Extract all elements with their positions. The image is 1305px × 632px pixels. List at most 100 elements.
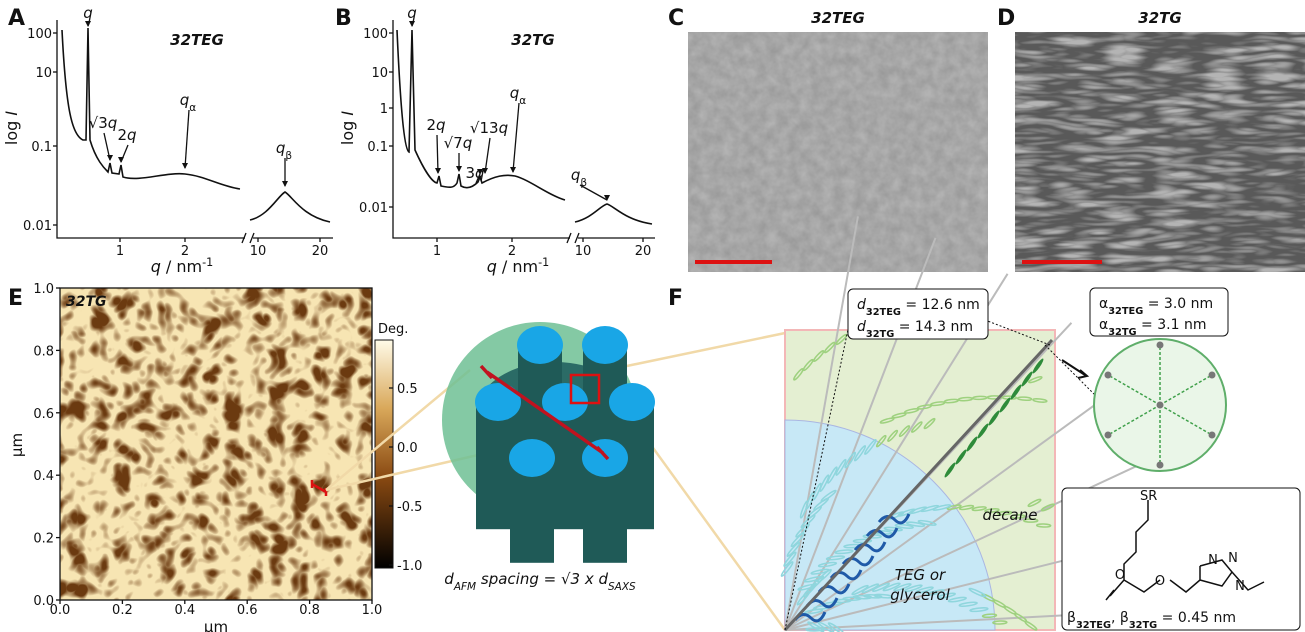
y-tick-label: 0.8 — [33, 344, 54, 359]
arrowhead — [604, 195, 610, 201]
x-tick-label: 1 — [116, 244, 124, 259]
text-fragment: 2 — [117, 126, 127, 144]
text-fragment: , β — [1111, 610, 1129, 626]
text-fragment: = 3.1 nm — [1137, 317, 1207, 333]
y-tick-label: 0.1 — [367, 140, 388, 155]
text-fragment: 32TG — [1108, 327, 1136, 338]
zoom-arrow — [1062, 360, 1087, 378]
y-tick-label: 0.1 — [31, 140, 52, 155]
text-fragment: d — [857, 319, 866, 335]
text-fragment: α — [189, 102, 196, 114]
cylinder-top — [509, 439, 555, 477]
lattice-node — [1105, 432, 1112, 439]
panel-letter: A — [8, 6, 25, 31]
text-fragment: β — [1067, 610, 1076, 626]
text-fragment: = 12.6 nm — [901, 297, 980, 313]
text-fragment: = 14.3 nm — [894, 319, 973, 335]
lattice-node — [1157, 402, 1164, 409]
peak-arrow — [485, 138, 490, 173]
panel-title: 32TEG — [170, 31, 224, 49]
text-fragment: α — [519, 95, 526, 107]
text-fragment: q — [571, 166, 581, 184]
peak-label: qβ — [276, 139, 292, 162]
region-label: glycerol — [890, 586, 950, 604]
y-tick-label: 0.01 — [359, 201, 388, 216]
cylinder-top — [609, 383, 655, 421]
lattice-node — [1105, 372, 1112, 379]
y-tick-label: 1 — [380, 102, 388, 117]
cylinder-top — [475, 383, 521, 421]
x-tick-label: 0.8 — [299, 603, 320, 618]
panel-letter: E — [8, 286, 23, 311]
structure-box — [1062, 488, 1300, 630]
arrowhead — [409, 21, 415, 27]
text-fragment: q — [276, 139, 286, 157]
colorbar-title: Deg. — [378, 322, 408, 337]
peak-label: qα — [180, 91, 197, 114]
text-fragment: q — [487, 257, 497, 276]
arrowhead — [118, 157, 124, 163]
text-fragment: √3 — [89, 114, 108, 132]
panel-title: 32TEG — [811, 9, 865, 27]
panel-letter: B — [335, 6, 352, 31]
text-fragment: d — [598, 570, 608, 588]
peak-label: q — [83, 4, 93, 22]
arrowhead — [456, 166, 462, 172]
scattering-curve — [62, 28, 240, 189]
afm-texture — [60, 288, 372, 600]
image-label: 32TG — [66, 294, 107, 310]
text-fragment: d — [857, 297, 866, 313]
atom-label: N — [1235, 579, 1245, 594]
text-fragment: α — [1099, 317, 1108, 333]
region-label: TEG or — [895, 566, 946, 584]
peak-arrow — [185, 110, 189, 168]
text-fragment: √13 — [470, 119, 499, 137]
x-tick-label: 0.4 — [174, 603, 195, 618]
y-axis-label: μm — [8, 433, 26, 457]
colorbar-tick-label: 0.5 — [397, 382, 418, 397]
text-fragment: 32TEG — [866, 307, 901, 318]
arrowhead — [85, 21, 91, 27]
panel-letter: C — [668, 6, 684, 31]
text-fragment: spacing = √3 x — [476, 570, 598, 588]
tem-texture — [688, 32, 988, 272]
y-tick-label: 10 — [371, 66, 388, 81]
peak-label: √3q — [89, 114, 118, 132]
text-fragment: / nm — [497, 257, 538, 276]
text-fragment: 2 — [426, 116, 436, 134]
peak-label: q — [407, 4, 417, 22]
lattice-node — [1209, 372, 1216, 379]
lattice-node — [1157, 342, 1164, 349]
peak-label: qα — [510, 84, 527, 107]
x-axis-label: q / nm-1 — [151, 256, 214, 277]
peak-label: qβ — [571, 166, 587, 189]
y-tick-label: 0.0 — [33, 594, 54, 609]
text-fragment: α — [1099, 296, 1108, 312]
text-fragment: q — [83, 4, 93, 22]
y-tick-label: 100 — [27, 27, 52, 42]
text-fragment: -1 — [538, 256, 549, 269]
text-fragment: 32TG — [1129, 620, 1157, 631]
peak-label: √7q — [444, 134, 473, 152]
arrowhead — [282, 181, 288, 187]
peak-arrow — [580, 185, 607, 200]
text-fragment: q — [180, 91, 190, 109]
y-tick-label: 0.6 — [33, 407, 54, 422]
peak-label: √13q — [470, 119, 508, 137]
cylinder-top — [582, 326, 628, 364]
panel-letter: F — [668, 286, 683, 311]
panel-title: 32TG — [511, 31, 554, 49]
atom-label: SR — [1140, 489, 1157, 504]
peak-arrow — [513, 103, 519, 172]
text-fragment: √7 — [444, 134, 463, 152]
atom-label: O — [1155, 574, 1165, 589]
atom-label: O — [1115, 568, 1125, 583]
x-tick-label: 20 — [312, 244, 329, 259]
panel-title: 32TG — [1138, 9, 1181, 27]
panel-letter: D — [997, 6, 1015, 31]
text-fragment: I — [2, 111, 21, 116]
text-fragment: q — [436, 116, 446, 134]
text-fragment: / nm — [161, 257, 202, 276]
arrowhead — [182, 163, 188, 169]
figure: A32TEG100100.10.01121020log Iq / nm-1q√3… — [0, 0, 1305, 632]
